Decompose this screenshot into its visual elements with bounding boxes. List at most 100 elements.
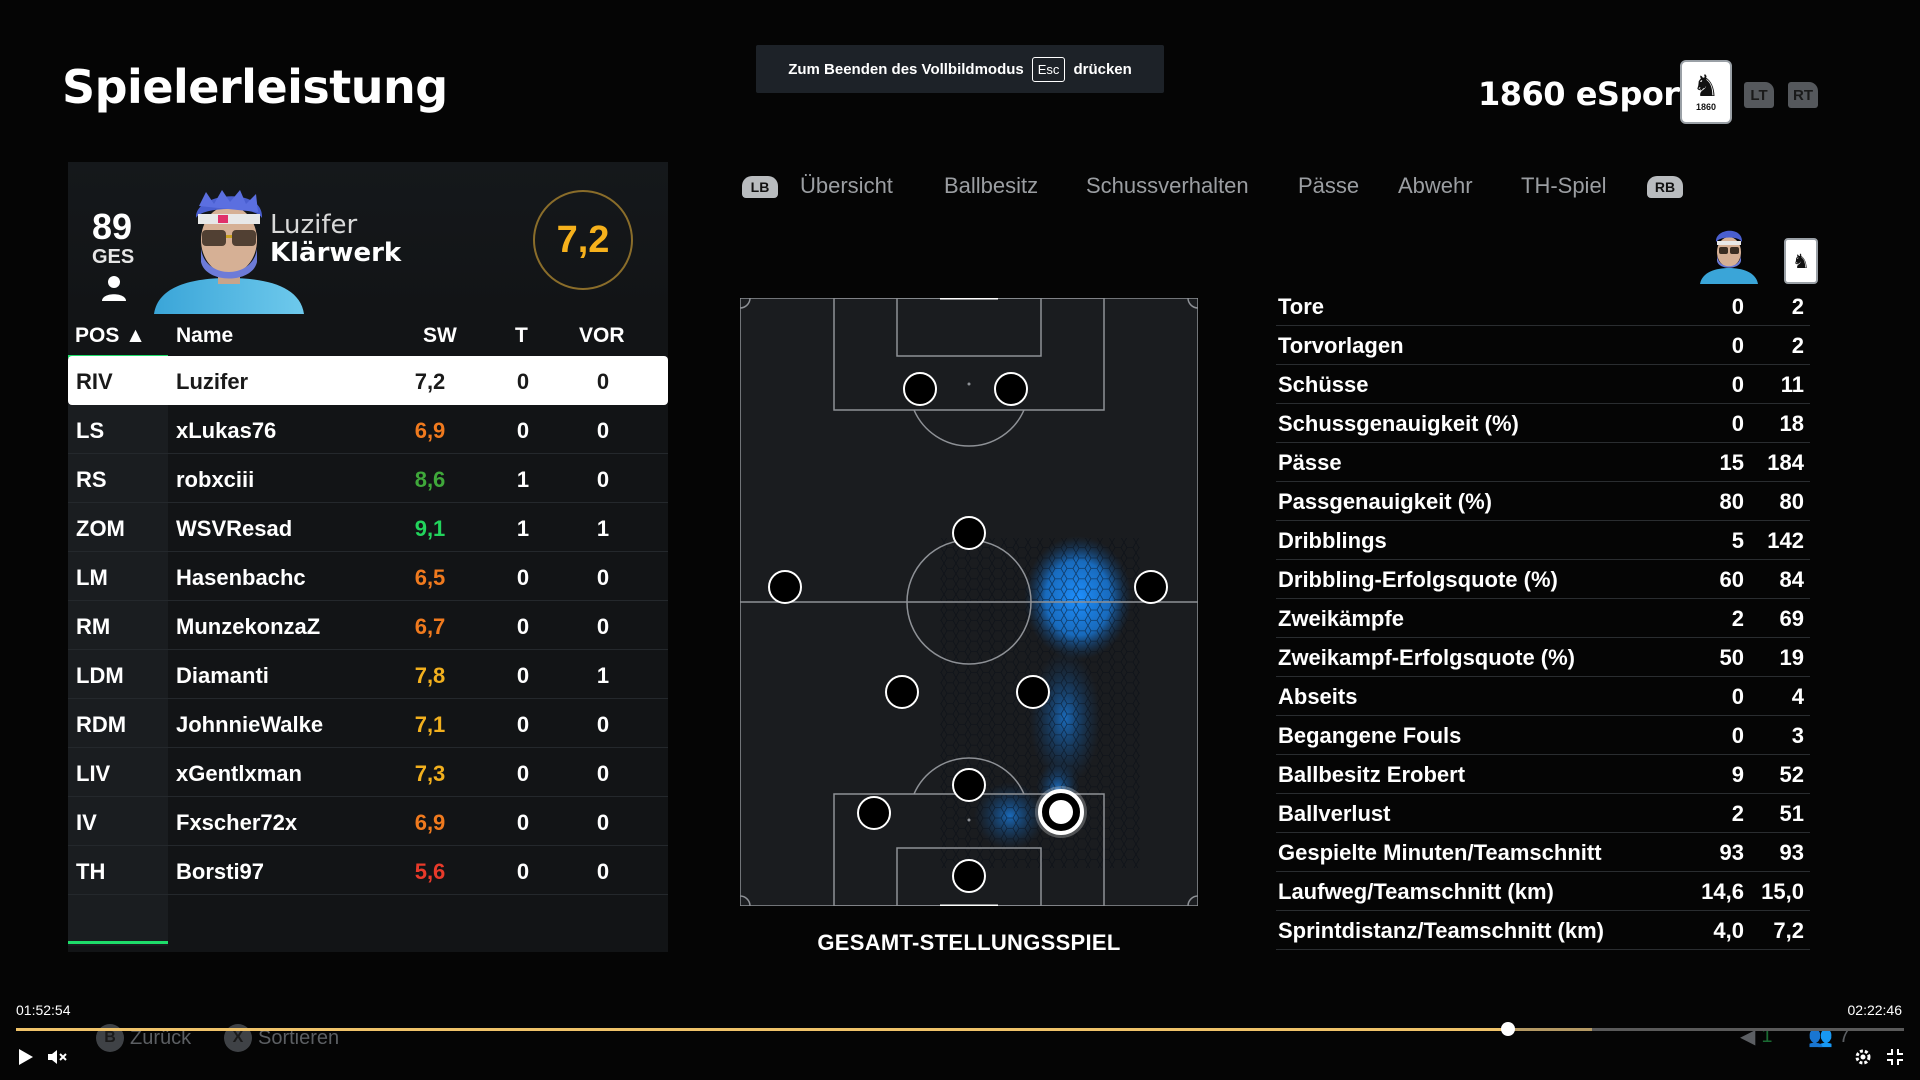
seek-bar[interactable] (16, 1022, 1904, 1036)
overall-label: GES (92, 246, 135, 268)
stat-label: Zweikämpfe (1278, 606, 1404, 631)
row-assists: 0 (596, 369, 610, 394)
row-position: RDM (76, 712, 127, 737)
table-header: POS ▲ Name SW T VOR (68, 316, 668, 358)
table-row[interactable]: LS xLukas76 6,9 0 0 (68, 405, 668, 454)
stat-label: Passgenauigkeit (%) (1278, 489, 1492, 514)
stat-player-value: 0 (1731, 411, 1744, 436)
tab-abwehr[interactable]: Abwehr (1398, 173, 1473, 198)
stat-team-value: 18 (1779, 411, 1804, 436)
pitch-caption: GESAMT-STELLUNGSSPIEL (817, 930, 1121, 955)
stat-player-value: 0 (1731, 333, 1744, 358)
rb-bumper-button[interactable]: RB (1647, 176, 1683, 198)
lt-trigger-button[interactable]: LT (1744, 82, 1774, 108)
stat-player-value: 0 (1731, 372, 1744, 397)
stat-row: Zweikämpfe 2 69 (1276, 599, 1810, 638)
settings-gear-icon[interactable] (1852, 1046, 1874, 1068)
row-goals: 0 (516, 565, 530, 590)
stat-player-value: 2 (1731, 606, 1744, 631)
stat-row: Abseits 0 4 (1276, 677, 1810, 716)
stat-label: Laufweg/Teamschnitt (km) (1278, 879, 1554, 904)
play-icon[interactable] (14, 1046, 36, 1068)
volume-muted-icon[interactable] (46, 1046, 68, 1068)
stat-player-value: 0 (1731, 684, 1744, 709)
row-position: RM (76, 614, 111, 639)
fullscreen-notice-text-after: drücken (1073, 60, 1132, 78)
column-header-sw[interactable]: SW (423, 324, 457, 347)
stat-row: Tore 0 2 (1276, 287, 1810, 326)
stat-team-value: 11 (1780, 372, 1804, 397)
team-name: 1860 eSports (1478, 75, 1712, 113)
stat-team-value: 80 (1779, 489, 1804, 514)
row-position: RIV (76, 369, 113, 394)
person-icon (102, 276, 126, 301)
stat-label: Tore (1278, 294, 1325, 319)
stat-row: Begangene Fouls 0 3 (1276, 716, 1810, 755)
row-position: TH (76, 859, 106, 884)
seek-thumb[interactable] (1500, 1022, 1515, 1036)
page-title: Spielerleistung (62, 60, 448, 114)
row-match-rating: 7,3 (414, 761, 446, 786)
stat-row: Passgenauigkeit (%) 80 80 (1276, 482, 1810, 521)
stat-label: Schüsse (1278, 372, 1369, 397)
player-first-name: Luzifer (270, 210, 358, 240)
exit-fullscreen-icon[interactable] (1884, 1046, 1906, 1068)
table-row[interactable]: RIV Luzifer 7,2 0 0 (68, 356, 668, 405)
column-header-t[interactable]: T (515, 324, 528, 347)
seek-played (16, 1028, 1508, 1031)
table-row[interactable]: RDM JohnnieWalke 7,1 0 0 (68, 699, 668, 748)
stat-label: Dribblings (1278, 528, 1387, 553)
table-row[interactable]: RM MunzekonzaZ 6,7 0 0 (68, 601, 668, 650)
row-goals: 1 (516, 467, 530, 492)
table-row[interactable]: LM Hasenbachc 6,5 0 0 (68, 552, 668, 601)
stat-row: Sprintdistanz/Teamschnitt (km) 4,0 7,2 (1276, 911, 1810, 950)
table-row[interactable]: RS robxciii 8,6 1 0 (68, 454, 668, 503)
row-match-rating: 7,1 (414, 712, 446, 737)
row-position: LS (76, 418, 105, 443)
row-match-rating: 5,6 (414, 859, 446, 884)
table-row[interactable]: IV Fxscher72x 6,9 0 0 (68, 797, 668, 846)
team-crest-icon: ♞ 1860 (1680, 60, 1732, 124)
tab-ballbesitz[interactable]: Ballbesitz (944, 173, 1039, 198)
stat-label: Zweikampf-Erfolgsquote (%) (1278, 645, 1576, 670)
row-goals: 1 (516, 516, 530, 541)
row-match-rating: 7,8 (414, 663, 446, 688)
table-row[interactable]: TH Borsti97 5,6 0 0 (68, 846, 668, 895)
column-header-pos[interactable]: POS ▲ (75, 324, 146, 347)
stat-team-value: 3 (1791, 723, 1804, 748)
stat-player-value: 50 (1719, 645, 1744, 670)
tab-schussverhalten[interactable]: Schussverhalten (1086, 173, 1249, 198)
compare-team-crest-icon: ♞ (1784, 238, 1818, 284)
rt-trigger-button[interactable]: RT (1788, 82, 1818, 108)
stat-team-value: 142 (1767, 528, 1804, 553)
stat-row: Schussgenauigkeit (%) 0 18 (1276, 404, 1810, 443)
stat-team-value: 93 (1779, 840, 1804, 865)
row-position: LIV (76, 761, 111, 786)
row-assists: 1 (596, 516, 610, 541)
row-player-name: Borsti97 (176, 859, 265, 884)
column-header-name[interactable]: Name (176, 324, 234, 347)
row-match-rating: 6,9 (414, 810, 446, 835)
users-icon: 👥 (1808, 1026, 1833, 1048)
stat-label: Ballbesitz Erobert (1278, 762, 1466, 787)
stat-row: Ballbesitz Erobert 9 52 (1276, 755, 1810, 794)
table-row[interactable]: LDM Diamanti 7,8 0 1 (68, 650, 668, 699)
row-player-name: Luzifer (176, 369, 249, 394)
table-row[interactable]: LIV xGentlxman 7,3 0 0 (68, 748, 668, 797)
tab-th-spiel[interactable]: TH-Spiel (1521, 173, 1607, 198)
tab-paesse[interactable]: Pässe (1298, 173, 1360, 198)
fullscreen-exit-notice: Zum Beenden des Vollbildmodus Esc drücke… (756, 45, 1164, 93)
row-player-name: JohnnieWalke (176, 712, 324, 737)
tab-uebersicht[interactable]: Übersicht (800, 173, 893, 198)
column-header-vor[interactable]: VOR (579, 324, 625, 347)
row-goals: 0 (516, 810, 530, 835)
row-player-name: robxciii (176, 467, 255, 492)
row-match-rating: 9,1 (414, 516, 446, 541)
overall-rating: 89 (92, 206, 133, 247)
table-row[interactable]: ZOM WSVResad 9,1 1 1 (68, 503, 668, 552)
stat-label: Abseits (1278, 684, 1358, 709)
row-player-name: Hasenbachc (176, 565, 306, 590)
stat-team-value: 51 (1779, 801, 1804, 826)
players-count-hint: 👥 7 (1808, 1024, 1850, 1049)
lb-bumper-button[interactable]: LB (742, 176, 778, 198)
